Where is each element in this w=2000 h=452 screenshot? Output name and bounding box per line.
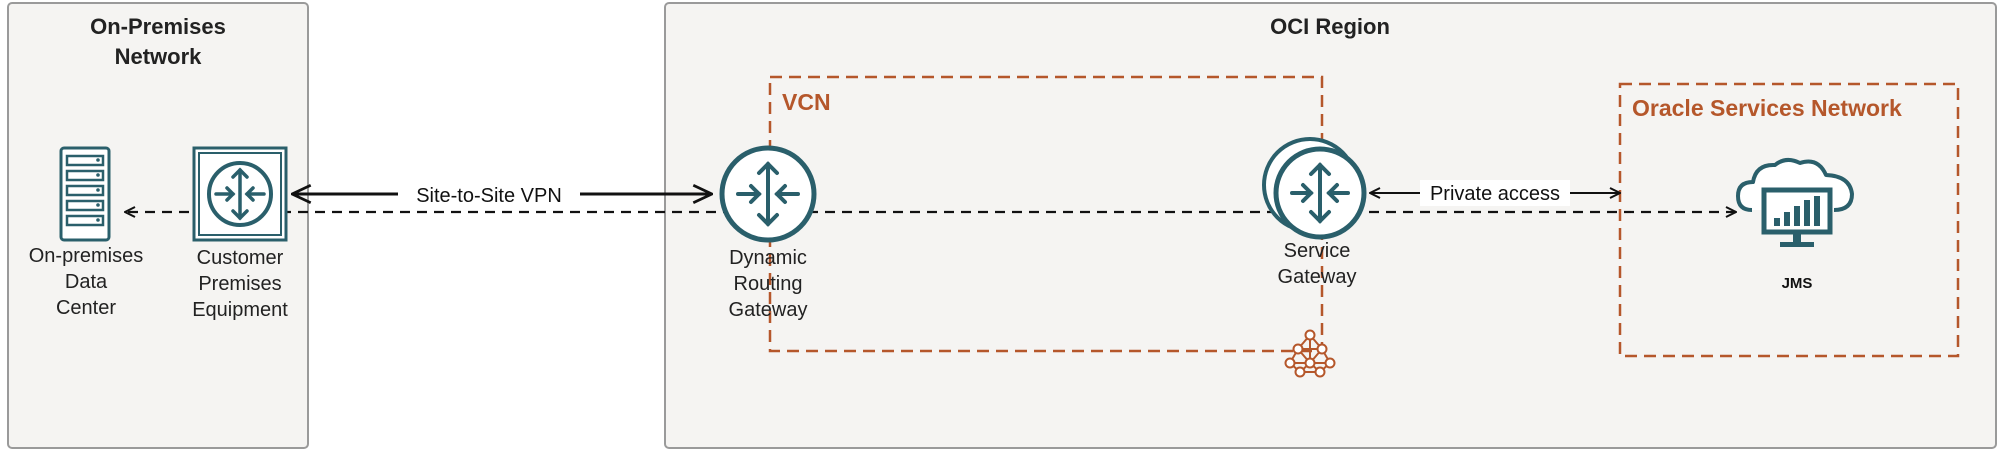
cpe-label-line2: Premises xyxy=(198,273,281,295)
drg-label-line1: Dynamic xyxy=(729,247,807,269)
router-icon xyxy=(1262,137,1367,240)
on-premises-title-line2: Network xyxy=(115,44,203,69)
service-gateway-label-line1: Service xyxy=(1284,240,1351,262)
private-access-label: Private access xyxy=(1430,183,1560,205)
osn-title: Oracle Services Network xyxy=(1632,95,1902,121)
jms-node: JMS xyxy=(1736,158,1854,292)
vpn-connection: Site-to-Site VPN xyxy=(292,178,712,208)
server-rack-icon xyxy=(59,146,111,242)
cpe-node: Customer Premises Equipment xyxy=(192,146,288,321)
service-gateway-label-line2: Gateway xyxy=(1278,266,1357,288)
network-mesh-icon xyxy=(1284,329,1336,378)
service-gateway-node: Service Gateway xyxy=(1262,137,1367,288)
router-icon xyxy=(719,145,817,243)
drg-node: Dynamic Routing Gateway xyxy=(719,145,817,321)
data-center-label-line1: On-premises xyxy=(29,245,143,267)
router-icon xyxy=(192,146,288,242)
oci-region-title: OCI Region xyxy=(1270,14,1390,39)
osn-region: Oracle Services Network xyxy=(1618,82,1960,358)
cpe-label-line3: Equipment xyxy=(192,299,288,321)
data-center-label-line2: Data xyxy=(65,271,108,293)
vcn-region: VCN xyxy=(768,75,1324,353)
on-premises-title-line1: On-Premises xyxy=(90,14,226,39)
private-access-connection: Private access xyxy=(1370,180,1620,206)
on-premises-region: On-Premises Network xyxy=(7,2,309,449)
cpe-label-line1: Customer xyxy=(197,247,284,269)
data-center-label-line3: Center xyxy=(56,297,116,319)
cloud-monitor-icon xyxy=(1736,158,1854,247)
vpn-label: Site-to-Site VPN xyxy=(416,185,562,207)
jms-label: JMS xyxy=(1782,275,1813,292)
vcn-title: VCN xyxy=(782,89,831,115)
drg-label-line2: Routing xyxy=(734,273,803,295)
data-center-node: On-premises Data Center xyxy=(29,146,143,319)
drg-label-line3: Gateway xyxy=(729,299,808,321)
